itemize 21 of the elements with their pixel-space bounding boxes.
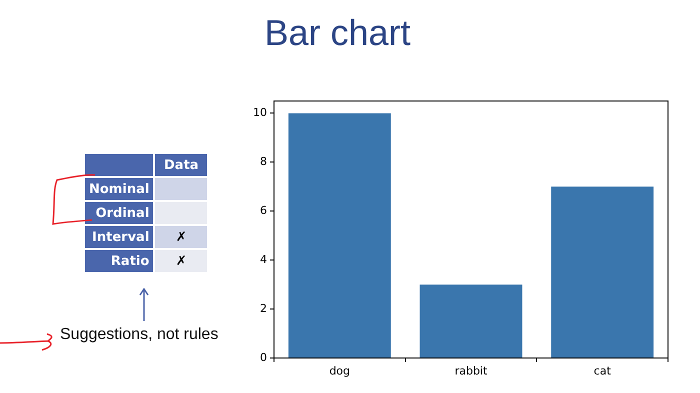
x-tick-label: dog [329,364,350,378]
y-tick-label: 2 [260,302,267,315]
x-tick-label: cat [594,364,612,378]
y-tick-label: 6 [260,204,267,217]
category-label: Ordinal [96,206,150,220]
category-label: Nominal [89,182,150,196]
y-tick-label: 10 [253,106,267,120]
category-label: Interval [92,230,150,244]
chart-title: Bar chart [263,12,412,54]
y-tick-label: 4 [260,252,267,266]
bar [551,186,654,358]
x-tick-label: rabbit [454,364,488,378]
text: Suggestions, not rules [60,326,218,344]
y-tick-label: 0 [260,350,267,364]
text: ✗ [176,254,187,268]
text: ✗ [176,230,187,244]
category-label: Ratio [110,254,150,268]
bar [288,113,391,358]
y-tick-label: 8 [260,155,267,168]
category-label: Data [155,154,208,176]
bar [420,284,522,358]
